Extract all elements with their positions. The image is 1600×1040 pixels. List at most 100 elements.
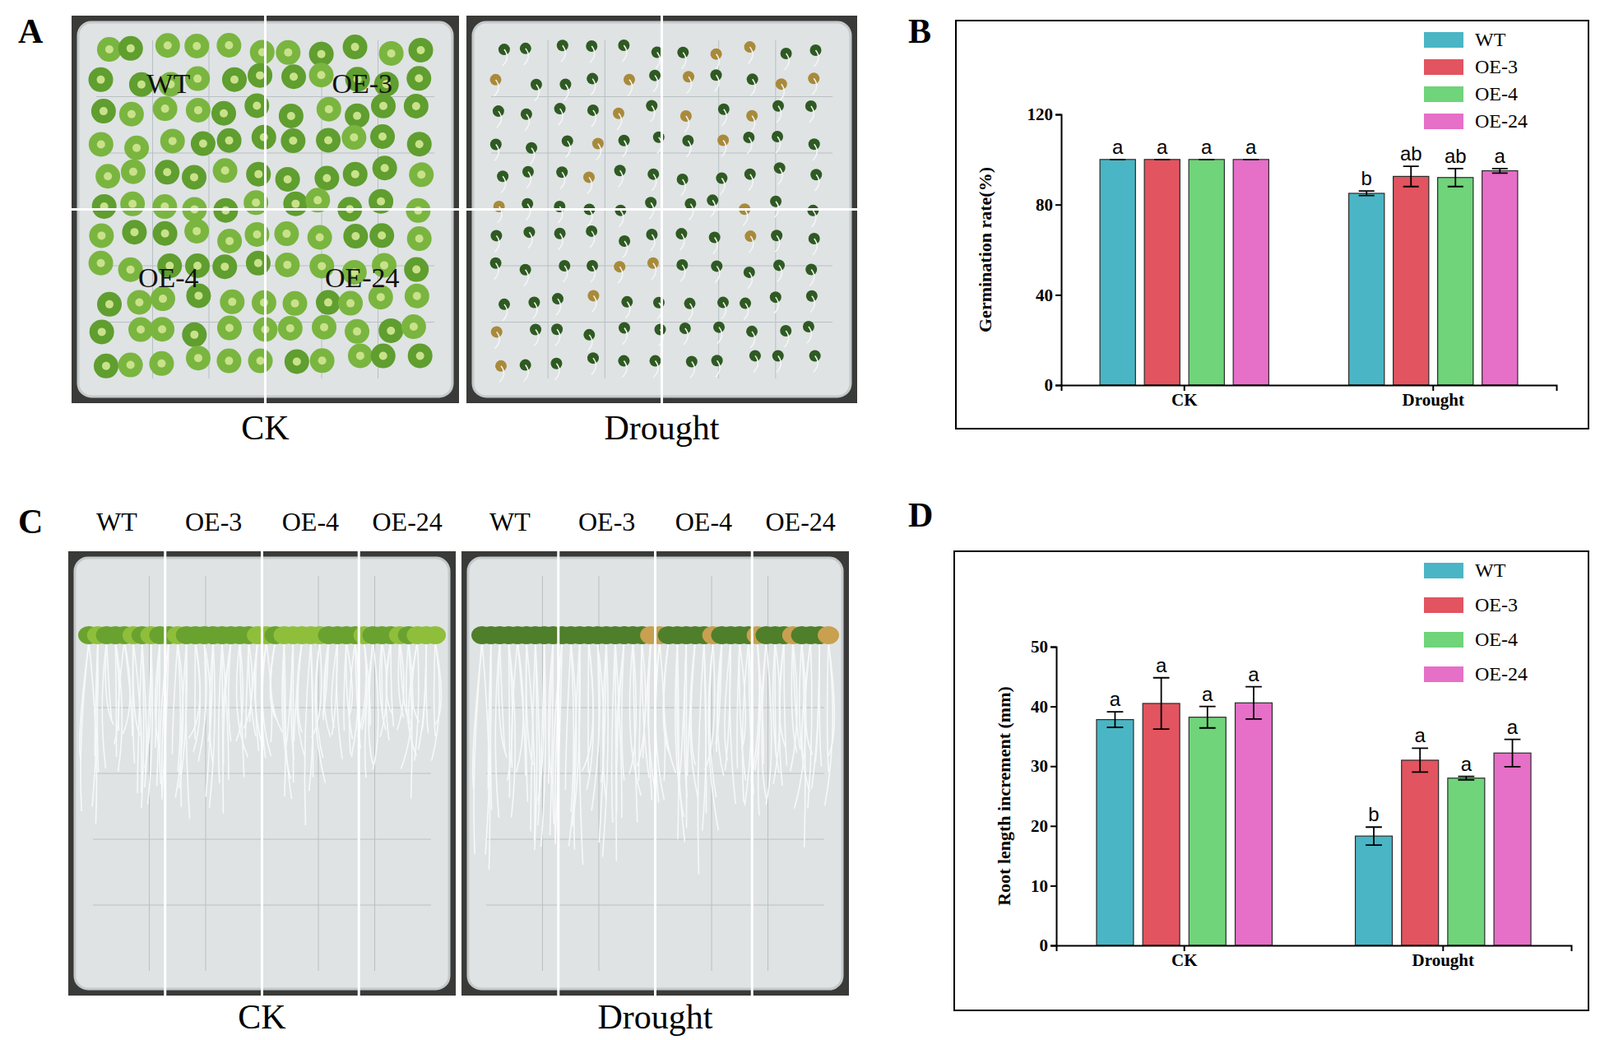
legend-swatch [1423,86,1464,103]
root [690,641,699,798]
seedling [377,231,386,240]
seedling [181,322,207,348]
seedling [219,289,245,315]
root [524,365,529,382]
seedling [280,128,306,154]
root [565,140,571,158]
seedling [153,221,178,246]
seedling [103,171,112,181]
seedling [408,343,433,368]
error-bar [1358,190,1375,195]
seedling [313,195,322,205]
root [485,641,492,854]
seedling [252,230,261,239]
bar [1349,193,1385,385]
seedling [409,322,418,331]
y-tick-label: 0 [1044,375,1054,395]
y-axis-title: Root length increment (mm) [993,686,1015,906]
annotations: abaaaaaa [1109,653,1519,826]
seedling [217,128,242,154]
photo-background [466,15,858,404]
axis-line [1057,946,1573,952]
significance-letter: a [1201,682,1214,705]
seedling [278,315,303,341]
root [748,174,754,191]
seedling [219,109,228,118]
seedling [127,110,136,119]
root [776,356,782,373]
significance-letter: ab [1400,142,1423,165]
root [525,204,531,221]
root [649,234,655,251]
root [490,641,492,811]
root [814,174,820,191]
seedling [378,132,387,141]
root [177,641,181,772]
root [778,167,784,185]
seedling [193,74,202,84]
legend: WTOE-3OE-4OE-24 [1423,28,1528,132]
y-tick-mark [1055,204,1062,206]
seedling [415,234,424,243]
root [309,641,314,791]
seedling [220,262,229,271]
seedling [255,71,265,80]
seedling [259,133,269,142]
plate-label: OE-24 [324,262,400,293]
photo-plate [461,551,849,996]
root [591,641,600,811]
seedling [128,199,137,209]
significance-letter: a [1507,715,1519,738]
y-tick-label: 80 [1035,194,1053,215]
y-tick-mark [1050,945,1057,947]
significance-letter: a [1245,135,1257,158]
plate-caption: CK [237,997,286,1036]
seedling [292,357,302,366]
error-bar [1447,168,1464,187]
root [494,79,500,97]
root [530,641,536,831]
seedling [128,317,154,343]
root [776,106,782,123]
bar [1447,778,1485,946]
y-tick: 40 [1030,696,1057,717]
significance-letter: a [1155,653,1168,677]
root [586,641,594,790]
seedling [88,131,114,157]
seedling [252,101,261,110]
root [697,641,704,875]
error-bar [1492,168,1508,173]
seedling [192,227,201,236]
root [106,641,112,721]
seedling [318,356,327,365]
root [621,641,625,781]
root [494,263,500,280]
root [627,79,633,97]
seedling [387,49,396,58]
seedling [416,46,425,55]
root [742,641,749,803]
seedling [118,36,144,61]
significance-letter: a [1414,723,1427,747]
root [616,641,624,813]
seedling [105,45,114,54]
plate-label: OE-3 [331,68,393,99]
seedling [403,93,429,119]
seedling [344,103,370,129]
root [589,46,595,63]
root [686,140,692,158]
root [524,269,529,287]
seedling [314,165,339,191]
y-tick: 0 [1039,935,1058,956]
seedling [190,131,216,157]
root [602,641,607,801]
seedling [105,300,114,309]
seedling [379,102,388,111]
seedling [407,131,432,157]
root [283,641,293,799]
seedling [227,297,237,307]
error-bar [1198,158,1215,161]
seedling [211,101,237,126]
seedling [351,42,360,52]
root [811,78,817,95]
